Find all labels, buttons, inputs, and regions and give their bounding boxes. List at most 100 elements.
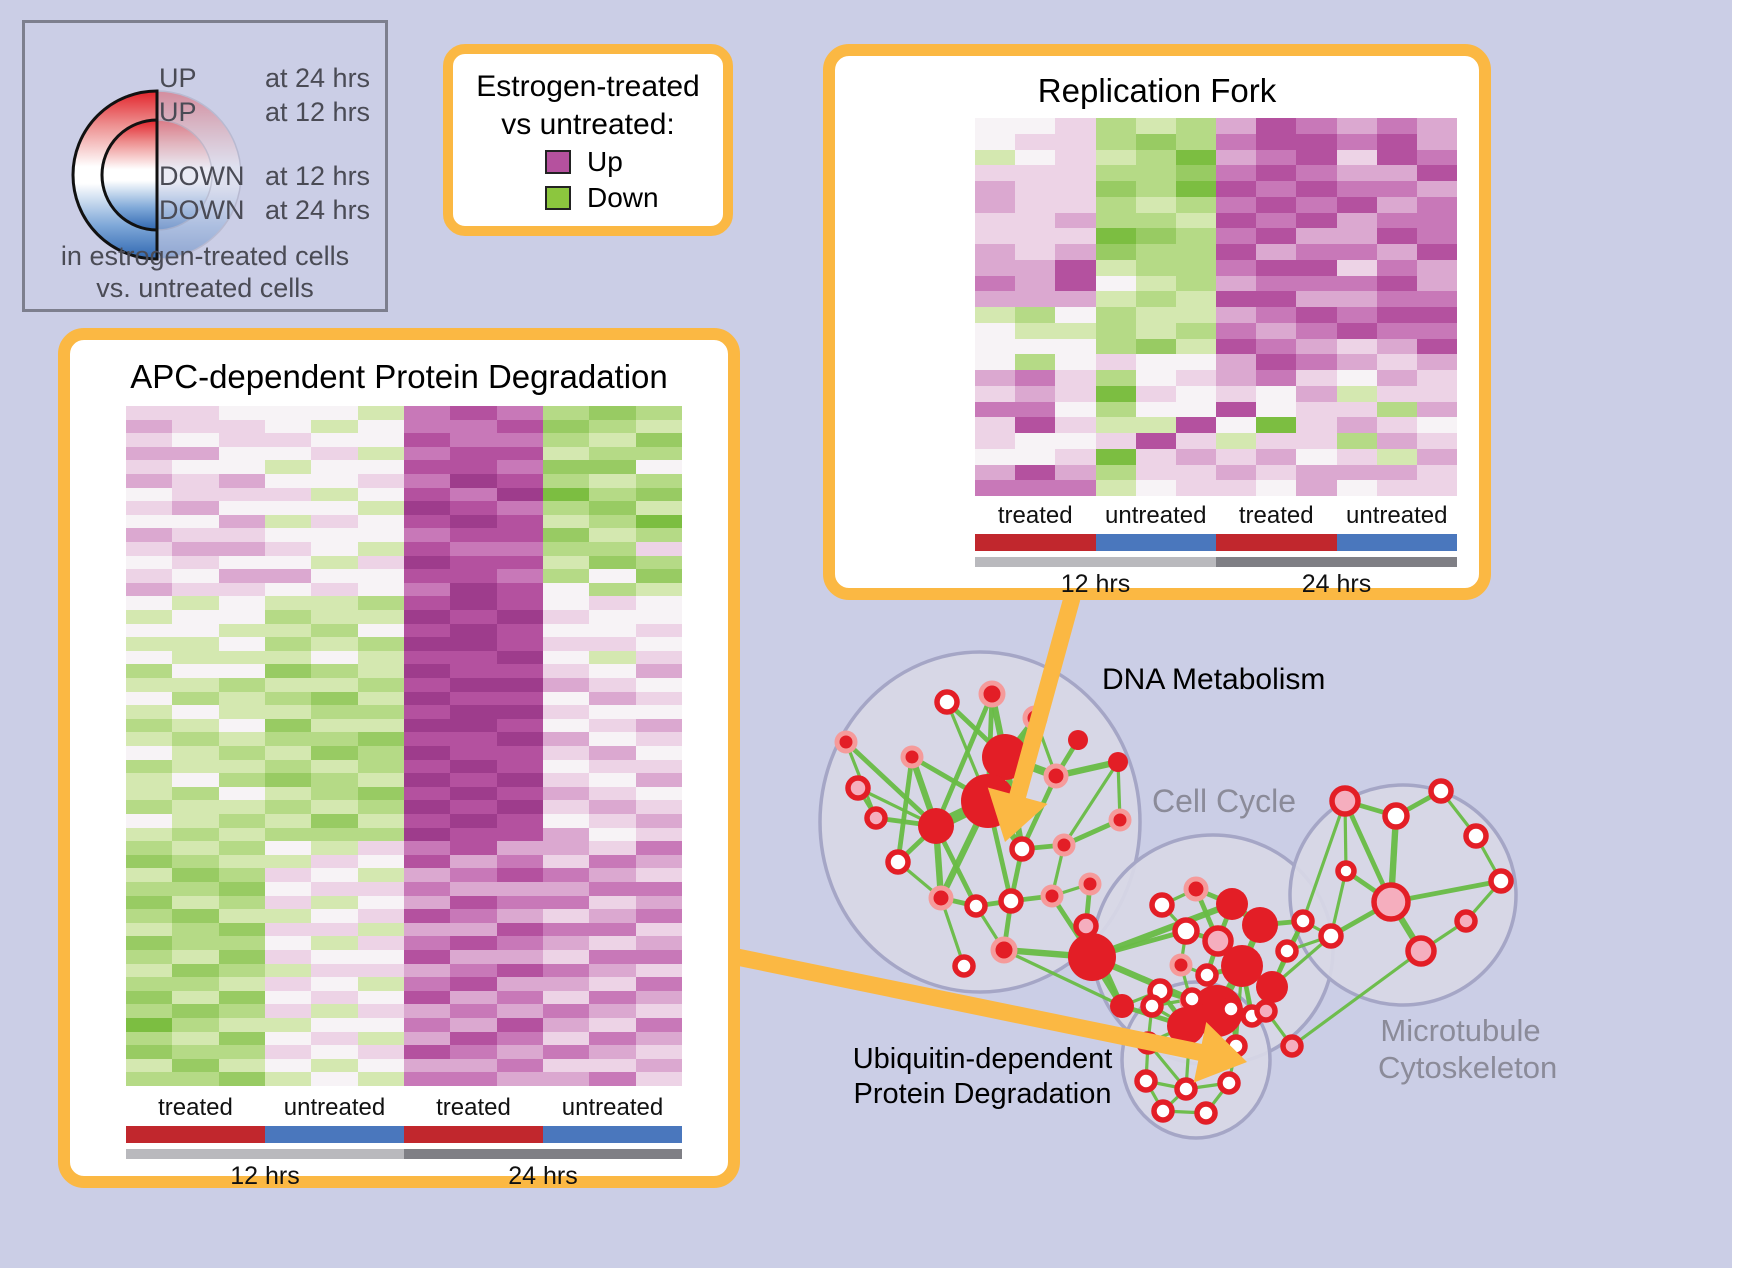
heatmap-cell	[1376, 480, 1417, 496]
heatmap-cell	[403, 882, 451, 896]
heatmap-cell	[635, 895, 682, 910]
heatmap-cell	[218, 691, 265, 706]
heatmap-cell	[1336, 244, 1377, 260]
heatmap-cell	[357, 1004, 404, 1018]
heatmap-cell	[1055, 385, 1096, 402]
heatmap-cell	[975, 417, 1016, 433]
heatmap-cell	[172, 868, 219, 882]
ring-time-up-12: at 12 hrs	[265, 97, 371, 127]
heatmap-cell	[172, 977, 219, 991]
heatmap-cell	[589, 990, 636, 1005]
heatmap-cell	[126, 786, 173, 801]
heatmap-cell	[172, 487, 219, 502]
heatmap-cell	[126, 1058, 173, 1073]
heatmap-cell	[126, 814, 173, 828]
heatmap-cell	[1376, 307, 1417, 323]
heatmap-cell	[1376, 385, 1417, 402]
heatmap-cell	[450, 678, 497, 692]
heatmap-cell	[975, 291, 1016, 307]
heatmap-cell	[589, 637, 636, 651]
heatmap-cell	[1416, 448, 1457, 465]
heatmap-cell	[635, 786, 682, 801]
heatmap-cell	[1095, 133, 1136, 150]
heatmap-cell	[589, 1045, 636, 1059]
heatmap-cell	[126, 773, 173, 787]
heatmap-cell	[1135, 196, 1176, 213]
heatmap-cell	[403, 950, 451, 964]
heatmap-cell	[1015, 259, 1056, 276]
heatmap-cell	[403, 773, 451, 787]
heatmap-cell	[311, 814, 358, 828]
heatmap-cell	[1055, 322, 1096, 339]
heatmap-cell	[496, 841, 543, 855]
heatmap-cell	[635, 596, 682, 610]
heatmap-cell	[635, 514, 682, 529]
heatmap-cell	[1095, 464, 1136, 481]
heatmap-cell	[450, 419, 497, 434]
heatmap-cell	[172, 922, 219, 937]
heatmap-cell	[218, 582, 265, 597]
heatmap-cell	[126, 977, 173, 991]
heatmap-cell	[1175, 228, 1216, 244]
cluster-label-ubiquitin-line1: Ubiquitin-dependent	[852, 1043, 1113, 1075]
heatmap-cell	[218, 936, 265, 950]
heatmap-cell	[1416, 354, 1457, 370]
heatmap-cell	[403, 963, 451, 978]
heatmap-cell	[403, 528, 451, 542]
heatmap-cell	[172, 936, 219, 950]
heatmap-cell	[1256, 275, 1297, 292]
heatmap-cell	[1095, 196, 1136, 213]
heatmap-cell	[589, 446, 636, 461]
heatmap-cell	[264, 419, 312, 434]
heatmap-cell	[1055, 291, 1096, 307]
heatmap-cell	[635, 1045, 682, 1059]
heatmap-cell	[126, 936, 173, 950]
heatmap-cell	[975, 165, 1016, 181]
heatmap-cell	[542, 814, 590, 828]
heatmap-cell	[357, 610, 404, 624]
heatmap-cell	[496, 474, 543, 488]
heatmap-cell	[450, 1018, 497, 1032]
heatmap-cell	[126, 868, 173, 882]
heatmap-cell	[357, 977, 404, 991]
heatmap-cell	[357, 555, 404, 570]
heatmap-cell	[496, 433, 543, 447]
heatmap-cell	[1015, 165, 1056, 181]
heatmap-cell	[1095, 338, 1136, 355]
heatmap-cell	[172, 582, 219, 597]
heatmap-cell	[311, 501, 358, 515]
apc-group-labels: treated untreated treated untreated	[126, 1094, 682, 1122]
heatmap-cell	[496, 691, 543, 706]
heatmap-cell	[1376, 417, 1417, 433]
heatmap-cell	[1055, 464, 1096, 481]
heatmap-cell	[403, 596, 451, 610]
heatmap-cell	[1256, 118, 1297, 134]
rf-time-bars	[975, 557, 1457, 567]
heatmap-cell	[218, 542, 265, 556]
heatmap-cell	[264, 1018, 312, 1032]
heatmap-cell	[403, 800, 451, 814]
heatmap-cell	[450, 1031, 497, 1046]
heatmap-cell	[1416, 464, 1457, 481]
heatmap-cell	[1095, 118, 1136, 134]
heatmap-cell	[264, 936, 312, 950]
heatmap-cell	[264, 814, 312, 828]
heatmap-cell	[311, 841, 358, 855]
cluster-label-cell-cycle: Cell Cycle	[1152, 783, 1297, 819]
heatmap-cell	[496, 814, 543, 828]
heatmap-cell	[311, 1004, 358, 1018]
heatmap-cell	[542, 773, 590, 787]
heatmap-cell	[1175, 464, 1216, 481]
heatmap-cell	[172, 963, 219, 978]
heatmap-cell	[1256, 259, 1297, 276]
heatmap-cell	[172, 800, 219, 814]
heatmap-cell	[264, 854, 312, 869]
heatmap-cell	[357, 746, 404, 760]
heatmap-cell	[403, 678, 451, 692]
heatmap-cell	[496, 487, 543, 502]
heatmap-cell	[542, 990, 590, 1005]
condition-label: untreated	[561, 1094, 664, 1121]
heatmap-cell	[264, 446, 312, 461]
heatmap-cell	[635, 990, 682, 1005]
heatmap-cell	[1055, 149, 1096, 166]
